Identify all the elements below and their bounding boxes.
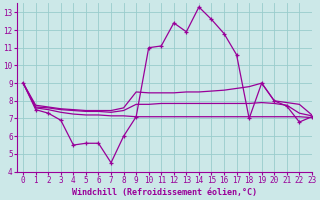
X-axis label: Windchill (Refroidissement éolien,°C): Windchill (Refroidissement éolien,°C) xyxy=(72,188,257,197)
